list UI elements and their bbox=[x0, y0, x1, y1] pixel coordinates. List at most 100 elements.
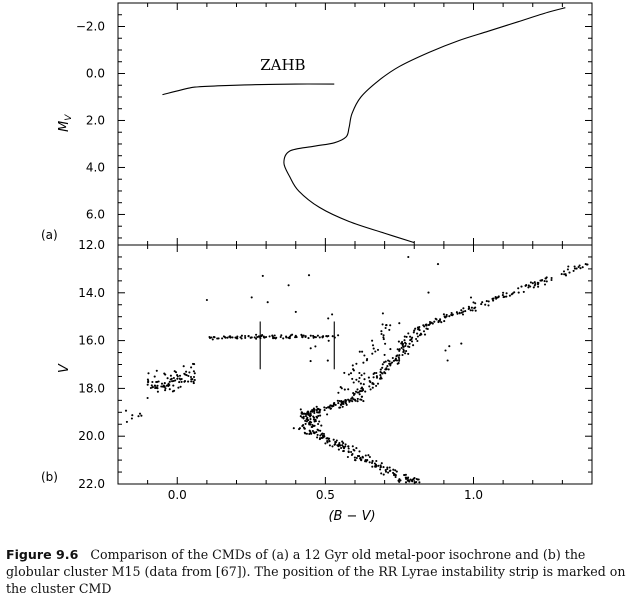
star-point bbox=[154, 386, 157, 390]
star-point bbox=[413, 481, 416, 484]
star-point bbox=[344, 399, 347, 402]
star-point bbox=[361, 350, 364, 353]
star-point bbox=[156, 387, 159, 390]
star-point bbox=[342, 402, 345, 406]
star-point bbox=[416, 339, 419, 343]
star-point bbox=[318, 438, 321, 441]
star-point bbox=[303, 427, 306, 430]
star-point bbox=[386, 467, 389, 471]
star-point bbox=[172, 376, 175, 380]
star-point bbox=[331, 335, 334, 338]
star-point bbox=[388, 328, 391, 331]
star-point bbox=[319, 429, 322, 432]
star-point bbox=[151, 380, 154, 384]
star-point bbox=[320, 424, 323, 427]
star-point bbox=[585, 263, 589, 266]
star-point bbox=[279, 335, 282, 339]
star-point bbox=[380, 377, 383, 380]
star-point bbox=[156, 390, 159, 393]
star-point bbox=[545, 280, 548, 283]
star-point bbox=[417, 478, 420, 481]
star-point bbox=[379, 465, 382, 468]
star-point bbox=[337, 402, 340, 405]
star-point bbox=[272, 337, 275, 340]
star-point bbox=[356, 397, 359, 400]
star-point bbox=[173, 389, 176, 392]
star-point bbox=[375, 375, 378, 378]
star-point bbox=[301, 416, 304, 419]
star-point bbox=[309, 360, 312, 363]
star-point bbox=[376, 382, 380, 385]
star-point bbox=[347, 373, 350, 376]
star-point bbox=[416, 332, 419, 335]
panel-a-curves bbox=[162, 7, 566, 244]
star-point bbox=[324, 442, 327, 445]
panel-b-ytick-label: 20.0 bbox=[78, 429, 105, 443]
star-point bbox=[357, 391, 360, 394]
star-point bbox=[301, 424, 304, 428]
star-point bbox=[130, 417, 133, 420]
star-point bbox=[355, 378, 358, 381]
star-point bbox=[299, 415, 302, 418]
star-point bbox=[178, 377, 181, 380]
star-point bbox=[313, 411, 316, 415]
star-point bbox=[522, 290, 525, 293]
star-point bbox=[339, 406, 342, 409]
star-point bbox=[333, 401, 336, 405]
star-point bbox=[339, 444, 342, 447]
star-point bbox=[312, 336, 315, 339]
star-point bbox=[359, 390, 362, 393]
star-point bbox=[344, 401, 347, 404]
panel-a-ticks: −2.0 0.0 2.0 4.0 6.0 bbox=[76, 2, 593, 245]
star-point bbox=[410, 340, 414, 343]
star-point bbox=[176, 377, 179, 380]
star-point bbox=[169, 374, 172, 377]
star-point bbox=[363, 354, 366, 357]
star-point bbox=[394, 469, 397, 472]
star-point bbox=[413, 329, 416, 332]
star-point bbox=[371, 339, 374, 342]
star-point bbox=[347, 450, 350, 453]
star-point bbox=[470, 306, 473, 309]
star-point bbox=[172, 379, 175, 383]
star-point bbox=[543, 280, 546, 283]
star-point bbox=[318, 420, 321, 423]
star-point bbox=[382, 338, 385, 341]
star-point bbox=[396, 348, 399, 351]
star-point bbox=[404, 352, 407, 355]
panel-a-ytick-label: 0.0 bbox=[86, 66, 105, 80]
star-point bbox=[360, 374, 363, 377]
star-point bbox=[294, 334, 297, 337]
star-point bbox=[369, 388, 372, 391]
star-point bbox=[265, 335, 268, 339]
star-point bbox=[343, 371, 346, 374]
star-point bbox=[395, 470, 398, 473]
star-point bbox=[368, 455, 371, 459]
star-point bbox=[328, 437, 331, 440]
panel-a-label: (a) bbox=[41, 228, 58, 242]
star-point bbox=[153, 384, 156, 387]
panel-b-ylabel: V bbox=[57, 363, 72, 373]
panel-a: −2.0 0.0 2.0 4.0 6.0 MV (a) ZAHB bbox=[41, 2, 593, 246]
star-point bbox=[427, 291, 430, 294]
star-point bbox=[464, 310, 467, 313]
panel-b-ytick-label: 14.0 bbox=[78, 286, 105, 300]
star-point bbox=[339, 386, 342, 389]
star-point bbox=[351, 445, 354, 448]
star-point bbox=[450, 311, 453, 315]
star-point bbox=[298, 427, 301, 430]
star-point bbox=[249, 336, 252, 339]
star-point bbox=[511, 292, 514, 295]
star-point bbox=[355, 362, 358, 365]
star-point bbox=[377, 464, 380, 467]
star-point bbox=[282, 337, 285, 340]
star-point bbox=[239, 336, 242, 339]
star-point bbox=[527, 286, 530, 289]
star-point bbox=[350, 450, 353, 454]
panel-b-ticks: 0.0 0.5 1.0 12.0 14.0 16.0 18.0 20.0 22.0 bbox=[78, 238, 593, 502]
star-point bbox=[578, 264, 581, 267]
star-point bbox=[371, 382, 374, 385]
star-point bbox=[170, 377, 173, 380]
star-point bbox=[474, 309, 477, 312]
star-point bbox=[433, 320, 436, 323]
